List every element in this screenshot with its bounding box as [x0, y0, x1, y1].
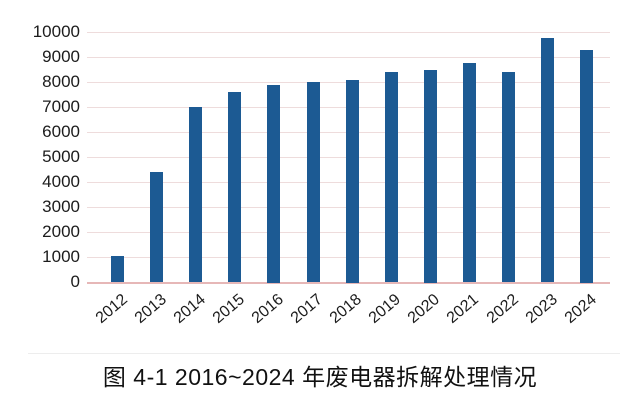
bar-2017 [307, 82, 320, 282]
figure-caption: 图 4-1 2016~2024 年废电器拆解处理情况 [102, 364, 538, 390]
bar-2015 [228, 92, 241, 282]
bar-2012 [111, 256, 124, 282]
y-axis-tick-label: 1000 [42, 247, 80, 266]
bar-2022 [502, 72, 515, 282]
bar-2013 [150, 172, 163, 282]
y-axis-tick-label: 0 [70, 272, 80, 291]
bar-2020 [424, 70, 437, 283]
y-axis-tick-label: 3000 [42, 197, 80, 216]
x-axis-tick-text: 2024 [561, 291, 600, 327]
bar-2024 [580, 50, 593, 283]
y-axis-tick-label: 9000 [42, 47, 80, 66]
bar-2016 [267, 85, 280, 283]
y-axis-tick-label: 4000 [42, 172, 80, 191]
y-axis-tick-label: 6000 [42, 122, 80, 141]
bar-2014 [189, 107, 202, 282]
gridline [87, 57, 610, 58]
chart-bottom-edge [28, 353, 620, 354]
x-axis-baseline [87, 282, 610, 284]
y-axis-tick-label: 10000 [32, 22, 80, 41]
y-axis-tick-label: 8000 [42, 72, 80, 91]
plot-area: 0 1000 2000 3000 4000 5000 6000 7000 8000 9000 100… [32, 22, 610, 327]
bar-chart-figure: 0 1000 2000 3000 4000 5000 6000 7000 8000 9000 100… [28, 22, 620, 354]
bar-2021 [463, 63, 476, 282]
y-axis-tick-label: 5000 [42, 147, 80, 166]
bar-2018 [346, 80, 359, 283]
bar-2023 [541, 38, 554, 282]
y-axis-tick-label: 7000 [42, 97, 80, 116]
y-axis-tick-label: 2000 [42, 222, 80, 241]
gridline [87, 32, 610, 33]
bar-2019 [385, 72, 398, 282]
